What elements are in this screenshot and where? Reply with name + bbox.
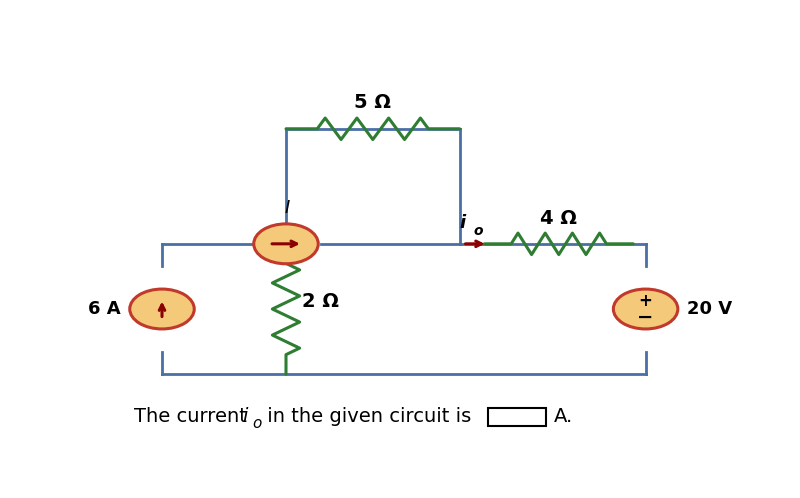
FancyBboxPatch shape <box>487 407 546 426</box>
Text: 20 V: 20 V <box>687 300 732 318</box>
Text: 4 Ω: 4 Ω <box>540 210 578 229</box>
Text: +: + <box>638 292 653 310</box>
Text: in the given circuit is: in the given circuit is <box>262 407 478 426</box>
Text: The current: The current <box>134 407 254 426</box>
Text: I: I <box>285 199 290 217</box>
Text: o: o <box>252 416 262 431</box>
Circle shape <box>614 289 678 329</box>
Text: −: − <box>638 308 654 327</box>
Text: i: i <box>242 407 248 426</box>
Text: A.: A. <box>554 407 573 426</box>
Text: 2 Ω: 2 Ω <box>302 292 338 311</box>
Circle shape <box>130 289 194 329</box>
Text: 5 Ω: 5 Ω <box>354 93 391 112</box>
Text: 6 A: 6 A <box>88 300 121 318</box>
Text: i: i <box>459 214 466 232</box>
Circle shape <box>254 224 318 264</box>
Text: o: o <box>474 225 483 239</box>
